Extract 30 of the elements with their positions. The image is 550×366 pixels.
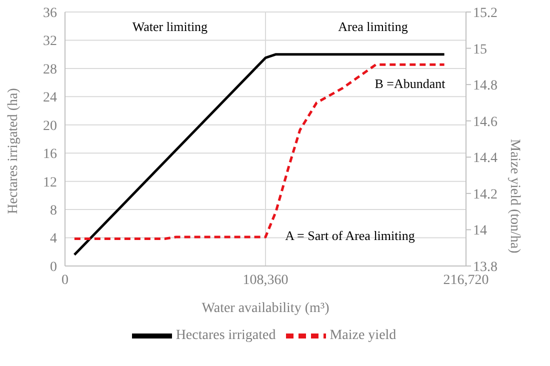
- y2-tick-label: 14: [473, 224, 487, 239]
- x-tick-label: 0: [62, 272, 68, 288]
- annotation: B =Abundant: [374, 76, 446, 92]
- y2-tick-label: 14.2: [473, 187, 498, 202]
- y-tick-label: 28: [43, 62, 57, 78]
- y2-tick-label: 15: [473, 42, 487, 58]
- x-axis-title: Water availability (m³): [202, 301, 330, 316]
- y-tick-label: 24: [43, 90, 57, 106]
- y2-tick-label: 15.2: [473, 6, 498, 21]
- y-tick-label: 8: [50, 204, 57, 219]
- y-tick-label: 32: [43, 34, 57, 50]
- y2-tick-label: 14.6: [473, 114, 498, 130]
- x-tick-label: 216,720: [443, 272, 489, 288]
- y-tick-label: 12: [43, 175, 57, 190]
- y-tick-label: 36: [43, 6, 57, 21]
- y2-tick-label: 14.4: [473, 151, 498, 166]
- y-tick-label: 0: [50, 260, 57, 275]
- x-tick-label: 108,360: [242, 272, 288, 288]
- legend-label: Maize yield: [330, 328, 396, 344]
- annotation: Water limiting: [132, 19, 208, 35]
- annotation: Area limiting: [338, 19, 408, 35]
- y-tick-label: 20: [43, 118, 57, 134]
- y-tick-label: 16: [43, 147, 57, 162]
- y-axis-title: Hectares irrigated (ha): [6, 88, 21, 214]
- legend-label: Hectares irrigated: [176, 328, 276, 344]
- y2-tick-label: 14.8: [473, 78, 498, 94]
- y2-axis-title: Maize yield (ton/ha): [507, 139, 522, 254]
- y2-tick-label: 13.8: [473, 260, 498, 275]
- annotation: A = Sart of Area limiting: [285, 228, 415, 244]
- y-tick-label: 4: [50, 232, 57, 247]
